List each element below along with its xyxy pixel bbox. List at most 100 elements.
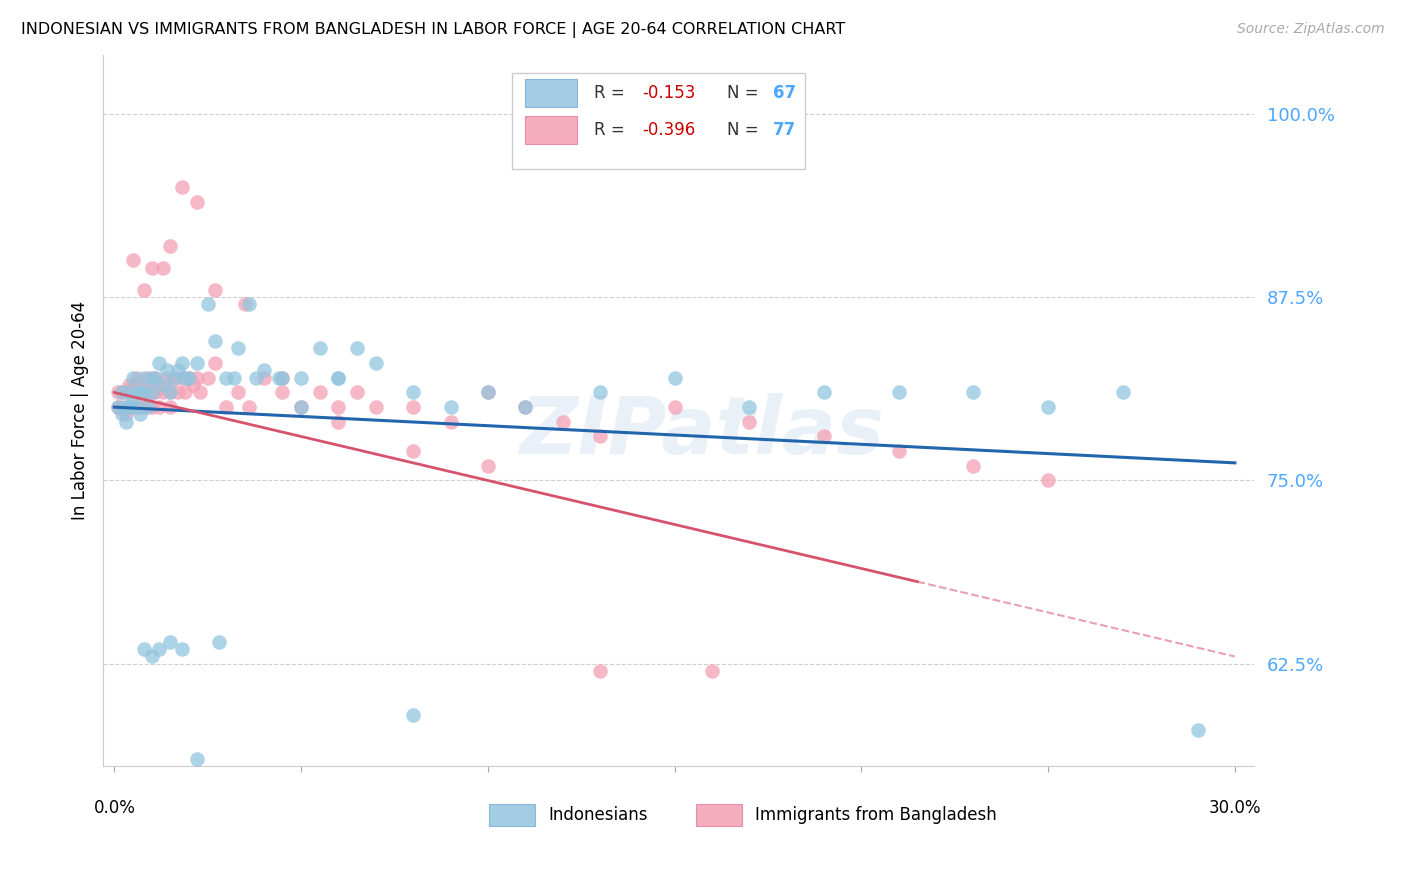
Point	[148, 356, 170, 370]
Point	[125, 371, 148, 385]
Point	[267, 371, 290, 385]
Point	[134, 283, 156, 297]
Point	[170, 642, 193, 657]
Point	[170, 356, 193, 370]
FancyBboxPatch shape	[526, 116, 576, 144]
Point	[152, 260, 174, 275]
Point	[589, 429, 612, 443]
Point	[134, 371, 156, 385]
Point	[887, 444, 910, 458]
Point	[136, 385, 159, 400]
Point	[962, 385, 984, 400]
Point	[134, 400, 156, 414]
Text: 0.0%: 0.0%	[93, 798, 135, 817]
Point	[141, 649, 163, 664]
FancyBboxPatch shape	[526, 78, 576, 107]
Point	[186, 194, 208, 209]
Point	[813, 385, 835, 400]
Point	[364, 400, 387, 414]
Point	[114, 415, 136, 429]
Point	[328, 415, 350, 429]
Point	[925, 777, 948, 791]
Point	[233, 297, 256, 311]
Point	[664, 400, 686, 414]
Text: R =: R =	[595, 84, 630, 102]
Point	[215, 371, 238, 385]
Point	[125, 400, 148, 414]
Point	[141, 385, 163, 400]
Point	[134, 385, 156, 400]
Point	[238, 400, 260, 414]
Point	[122, 253, 145, 268]
Text: Immigrants from Bangladesh: Immigrants from Bangladesh	[755, 805, 997, 824]
Point	[122, 371, 145, 385]
Point	[125, 385, 148, 400]
Point	[174, 385, 197, 400]
Point	[177, 371, 200, 385]
Point	[141, 400, 163, 414]
Point	[129, 385, 152, 400]
Text: -0.396: -0.396	[643, 120, 696, 139]
Point	[308, 342, 330, 356]
Point	[166, 363, 188, 377]
Point	[181, 378, 204, 392]
Point	[118, 400, 141, 414]
Point	[589, 385, 612, 400]
Point	[215, 400, 238, 414]
Point	[170, 371, 193, 385]
Point	[245, 371, 267, 385]
Point	[129, 378, 152, 392]
Point	[159, 385, 181, 400]
Text: ZIPatlas: ZIPatlas	[519, 393, 884, 471]
Point	[159, 400, 181, 414]
Point	[439, 415, 461, 429]
Point	[346, 342, 368, 356]
Text: 30.0%: 30.0%	[1209, 798, 1261, 817]
Point	[166, 385, 188, 400]
Text: R =: R =	[595, 120, 630, 139]
Point	[141, 260, 163, 275]
FancyBboxPatch shape	[488, 805, 534, 825]
Text: N =: N =	[727, 120, 763, 139]
Point	[114, 408, 136, 422]
Point	[122, 400, 145, 414]
Point	[174, 371, 197, 385]
Point	[122, 378, 145, 392]
Point	[308, 385, 330, 400]
Point	[118, 400, 141, 414]
Point	[122, 392, 145, 407]
Point	[159, 239, 181, 253]
Point	[290, 400, 312, 414]
Point	[156, 371, 179, 385]
Point	[515, 400, 537, 414]
Point	[551, 415, 574, 429]
FancyBboxPatch shape	[696, 805, 741, 825]
Point	[107, 385, 129, 400]
Point	[118, 385, 141, 400]
Point	[1036, 400, 1059, 414]
Point	[1187, 723, 1209, 737]
Point	[477, 385, 499, 400]
Point	[145, 371, 167, 385]
Point	[163, 371, 186, 385]
Point	[163, 371, 186, 385]
Point	[186, 752, 208, 766]
Point	[136, 371, 159, 385]
Point	[107, 400, 129, 414]
Point	[204, 356, 226, 370]
Point	[402, 708, 425, 723]
Y-axis label: In Labor Force | Age 20-64: In Labor Force | Age 20-64	[72, 301, 89, 520]
Point	[170, 180, 193, 194]
Point	[328, 371, 350, 385]
Text: 77: 77	[773, 120, 796, 139]
Point	[118, 378, 141, 392]
Point	[141, 385, 163, 400]
Point	[226, 385, 249, 400]
Point	[148, 378, 170, 392]
Point	[114, 385, 136, 400]
Point	[290, 371, 312, 385]
Point	[738, 400, 761, 414]
Text: N =: N =	[727, 84, 763, 102]
Point	[152, 385, 174, 400]
FancyBboxPatch shape	[512, 73, 804, 169]
